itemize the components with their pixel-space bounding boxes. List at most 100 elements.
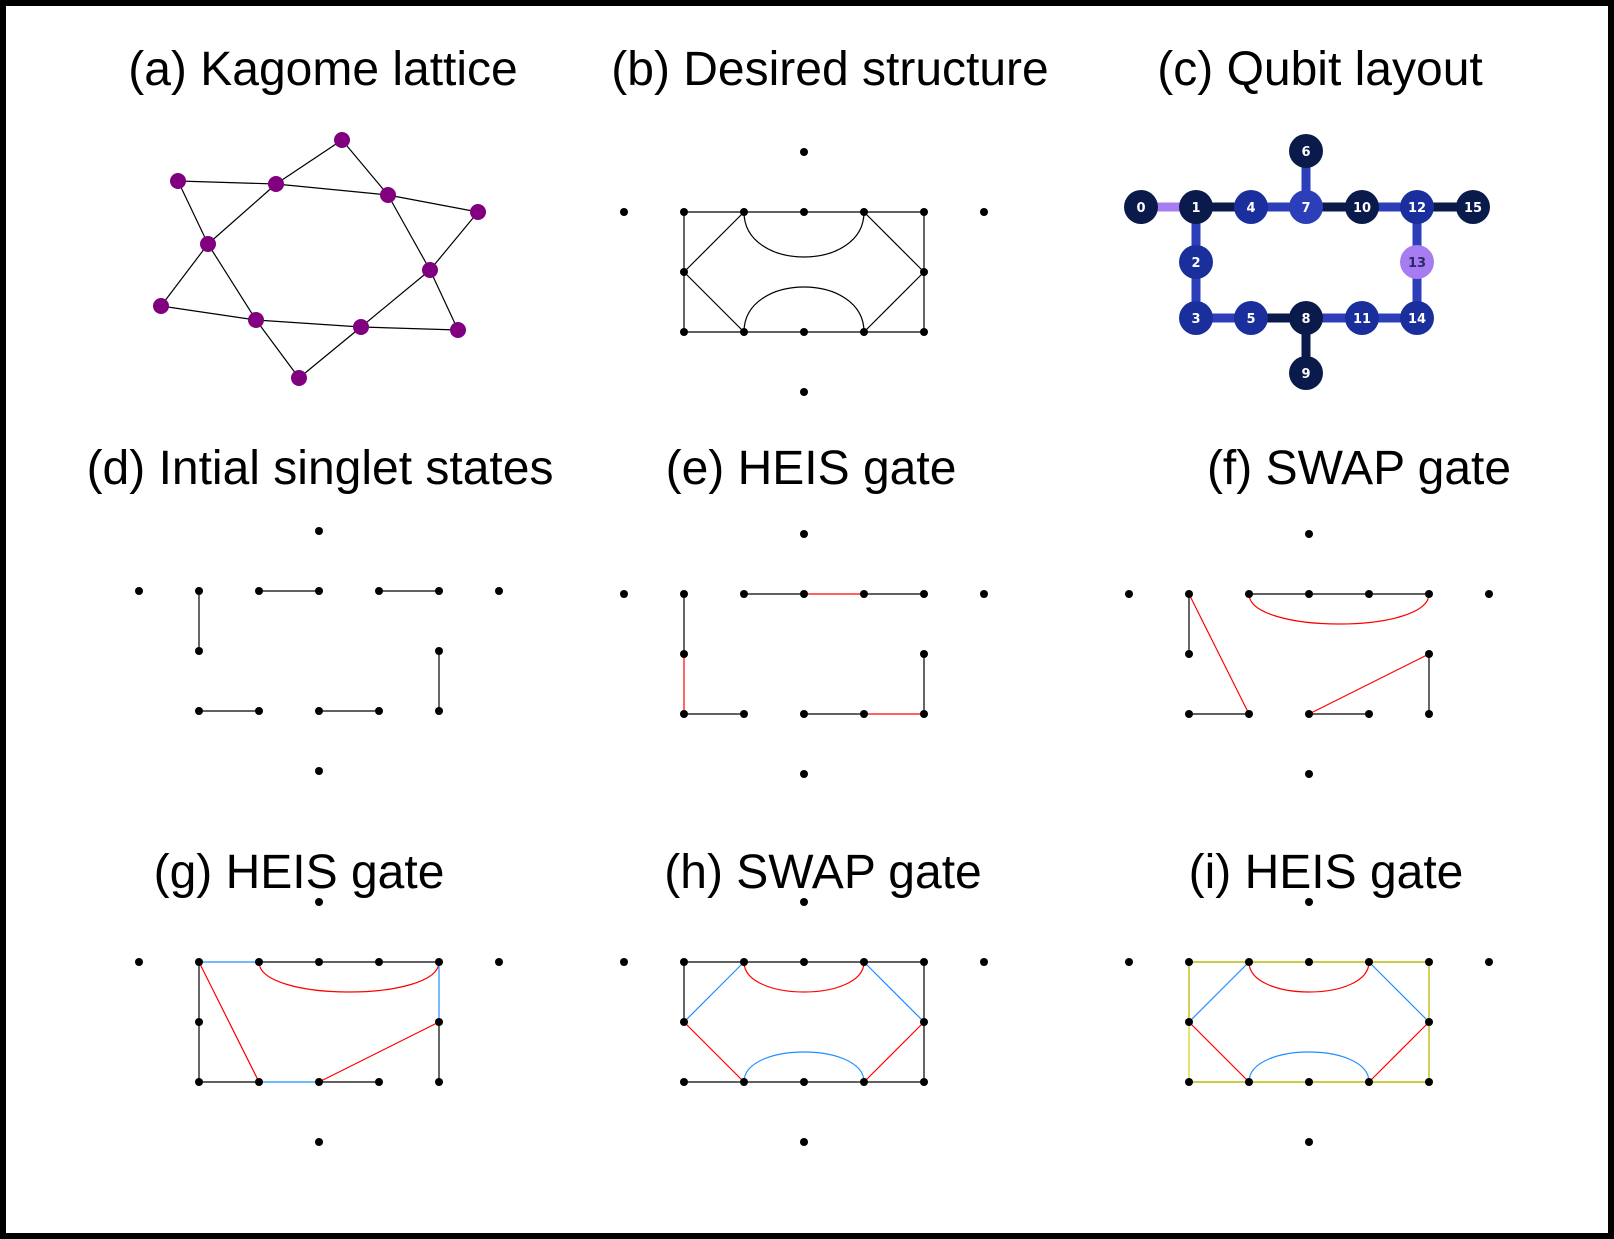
lattice-node — [255, 707, 263, 715]
lattice-node — [620, 590, 628, 598]
lattice-node — [860, 1078, 868, 1086]
lattice-node — [920, 958, 928, 966]
arc-bond — [1248, 961, 1370, 993]
bond — [1308, 653, 1430, 715]
kagome-edge — [387, 194, 431, 271]
lattice-node — [800, 710, 808, 718]
lattice-node — [1245, 958, 1253, 966]
lattice-node — [315, 958, 323, 966]
lattice-node — [1305, 958, 1313, 966]
lattice-node — [1305, 530, 1313, 538]
qubit-node — [1345, 301, 1379, 335]
kagome-node — [422, 262, 438, 278]
lattice-node — [1245, 710, 1253, 718]
bond — [1368, 961, 1430, 1023]
lattice-node — [740, 208, 748, 216]
qubit-node — [1179, 190, 1213, 224]
qubit-node — [1179, 301, 1213, 335]
lattice-node — [680, 590, 688, 598]
kagome-node — [450, 322, 466, 338]
title-swap-gate-f: (f) SWAP gate — [1206, 442, 1512, 495]
title-swap-gate-h: (h) SWAP gate — [664, 846, 982, 899]
lattice-node — [435, 707, 443, 715]
lattice-node — [1425, 1078, 1433, 1086]
qubit-label: 6 — [1301, 145, 1310, 160]
bond — [683, 1021, 745, 1083]
qubit-node — [1289, 356, 1323, 390]
lattice-node — [315, 1078, 323, 1086]
qubit-label: 1 — [1191, 201, 1200, 216]
lattice-node — [740, 710, 748, 718]
lattice-node — [315, 527, 323, 535]
lattice-node — [255, 958, 263, 966]
qubit-label: 4 — [1246, 201, 1255, 216]
lattice-node — [1245, 1078, 1253, 1086]
lattice-node — [1305, 770, 1313, 778]
lattice-node — [980, 208, 988, 216]
panel-i-heis-gate — [1125, 898, 1493, 1146]
bond — [683, 961, 745, 1023]
lattice-node — [435, 647, 443, 655]
lattice-node — [980, 958, 988, 966]
lattice-node — [495, 587, 503, 595]
lattice-node — [195, 707, 203, 715]
lattice-node — [1425, 958, 1433, 966]
kagome-edge — [160, 243, 209, 307]
lattice-node — [1305, 1138, 1313, 1146]
kagome-edge — [360, 269, 431, 328]
kagome-edge — [360, 326, 459, 331]
panel-d-initial-singlets — [135, 527, 503, 775]
kagome-edge — [387, 194, 479, 213]
lattice-node — [1365, 958, 1373, 966]
title-heis-gate-e: (e) HEIS gate — [665, 442, 957, 495]
lattice-node — [195, 958, 203, 966]
lattice-node — [1185, 1078, 1193, 1086]
lattice-node — [800, 898, 808, 906]
lattice-node — [740, 958, 748, 966]
lattice-node — [800, 388, 808, 396]
lattice-node — [255, 1078, 263, 1086]
lattice-node — [860, 958, 868, 966]
lattice-node — [620, 958, 628, 966]
qubit-label: 14 — [1408, 312, 1426, 327]
kagome-node — [291, 370, 307, 386]
lattice-node — [1185, 1018, 1193, 1026]
lattice-node — [315, 767, 323, 775]
lattice-node — [375, 587, 383, 595]
qubit-node — [1234, 301, 1268, 335]
qubit-label: 9 — [1301, 367, 1310, 382]
kagome-node — [353, 319, 369, 335]
kagome-edge — [429, 211, 479, 271]
title-heis-gate-i: (i) HEIS gate — [1188, 846, 1464, 899]
kagome-edge — [177, 180, 277, 185]
lattice-node — [980, 590, 988, 598]
kagome-edge — [298, 326, 362, 379]
lattice-node — [1425, 590, 1433, 598]
arc-bond — [743, 1051, 865, 1083]
lattice-node — [1305, 1078, 1313, 1086]
lattice-node — [680, 268, 688, 276]
kagome-edge — [341, 139, 389, 196]
qubit-label: 13 — [1408, 256, 1426, 271]
bond — [198, 961, 260, 1083]
kagome-edge — [207, 243, 257, 321]
lattice-node — [920, 590, 928, 598]
lattice-node — [1365, 710, 1373, 718]
bond — [318, 1021, 440, 1083]
lattice-node — [1365, 1078, 1373, 1086]
qubit-label: 3 — [1191, 312, 1200, 327]
lattice-node — [860, 328, 868, 336]
lattice-node — [800, 148, 808, 156]
lattice-node — [1305, 898, 1313, 906]
lattice-node — [860, 590, 868, 598]
lattice-node — [1365, 590, 1373, 598]
qubit-label: 15 — [1464, 201, 1482, 216]
qubit-label: 0 — [1136, 201, 1145, 216]
lattice-node — [195, 647, 203, 655]
qubit-node — [1289, 301, 1323, 335]
lattice-node — [135, 958, 143, 966]
lattice-node — [920, 650, 928, 658]
qubit-label: 11 — [1353, 312, 1371, 327]
